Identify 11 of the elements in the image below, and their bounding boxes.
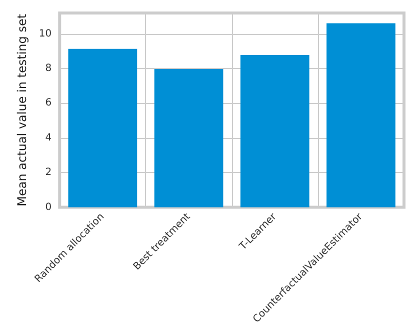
y-tick-label: 6 <box>45 98 52 109</box>
bar <box>68 48 138 208</box>
bar <box>326 23 396 208</box>
y-tick-label: 4 <box>45 132 52 144</box>
bar <box>240 54 310 208</box>
y-tick-label: 8 <box>45 63 52 74</box>
bar <box>154 69 224 208</box>
y-tick-label: 10 <box>38 28 52 40</box>
y-tick-label: 2 <box>45 167 52 178</box>
y-tick-label: 0 <box>45 202 52 213</box>
y-axis-title: Mean actual value in testing set <box>15 14 29 206</box>
